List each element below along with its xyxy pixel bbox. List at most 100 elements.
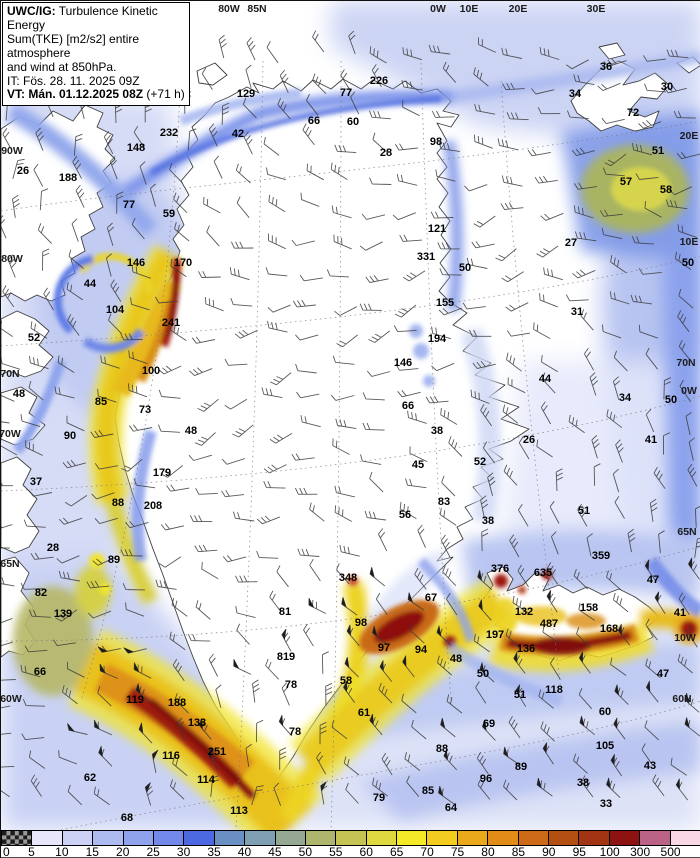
wind-barb-flag — [438, 785, 444, 797]
wind-barb-flag — [684, 692, 690, 704]
title-line-3: and wind at 850hPa. — [7, 59, 117, 74]
wind-barb-flag — [97, 646, 108, 653]
wind-barb-flag — [320, 781, 327, 792]
wind-barb-flag — [437, 625, 442, 637]
svalbard-small — [598, 42, 626, 60]
colorbar-cell — [153, 831, 185, 845]
colorbar-tick: 15 — [85, 845, 99, 858]
wind-barbs-layer — [1, 30, 700, 806]
colorbar-tick: 85 — [511, 845, 526, 858]
wind-barb-flag — [646, 680, 651, 693]
wind-barb-flag — [513, 651, 518, 664]
colorbar-tick: 35 — [207, 845, 221, 858]
wind-barb-flag — [655, 591, 660, 603]
colorbar-cell — [609, 831, 641, 845]
wind-barb-flag — [645, 559, 650, 571]
colorbar-cell — [579, 831, 610, 845]
wind-barb-flag — [343, 680, 348, 693]
wind-barbs — [1, 30, 700, 806]
init-time: IT: Fös. 28. 11. 2025 09Z — [7, 73, 140, 88]
colorbar-tick: 10 — [55, 845, 69, 858]
wind-barb-flag — [345, 656, 350, 668]
colorbar-tick: 25 — [146, 845, 160, 858]
colorbar-tick-labels: 0 5 10 15 20 25 30 35 40 45 50 55 60 65 70 75 80 85 90 95 10… — [1, 845, 700, 858]
colorbar-cell — [488, 831, 519, 845]
colorbar-cell — [366, 831, 398, 845]
colorbar-tick: 50 — [298, 845, 313, 858]
colorbar-cell — [184, 831, 215, 845]
wind-barb-flag — [369, 713, 374, 725]
colorbar-cell — [640, 831, 671, 845]
colorbar-tick: 80 — [481, 845, 495, 858]
colorbar-cell — [427, 831, 458, 845]
wind-barb-flag — [478, 599, 483, 611]
colorbar-cell — [245, 831, 276, 845]
wind-barb-flag — [199, 718, 203, 730]
colorbar-tick: 65 — [389, 845, 404, 858]
wind-barb-flag — [611, 753, 615, 766]
wind-barb-flag — [685, 717, 690, 729]
wind-barb-flag — [67, 722, 75, 732]
wind-barb-flag — [408, 592, 414, 603]
colorbar-cell — [123, 831, 154, 845]
baffin-island — [1, 456, 40, 554]
colorbar-cell — [670, 831, 700, 845]
wind-barb-flag — [281, 628, 287, 640]
wind-barb-flag — [279, 714, 284, 727]
colorbar-tick: 75 — [450, 845, 465, 858]
wind-barb-flag — [515, 684, 520, 696]
title-line-1: UWC/IG: Turbulence Kinetic Energy — [7, 4, 158, 32]
colorbar-tick: 40 — [237, 845, 252, 858]
wind-barb-flag — [134, 662, 140, 673]
wind-barb-flag — [547, 589, 551, 602]
wind-barb-flag — [579, 651, 583, 663]
colorbar-tick: 100 — [599, 845, 620, 858]
tke-cores — [13, 88, 700, 800]
colorbar-tick: 45 — [268, 845, 282, 858]
wind-barb-flag — [98, 745, 103, 757]
colorbar-cell — [93, 831, 124, 845]
colorbar-cell — [32, 831, 63, 845]
colorbar-cell — [549, 831, 580, 845]
wind-barb-flag — [94, 719, 100, 730]
wind-barb-flag — [543, 742, 548, 754]
wind-barb-flag — [123, 647, 134, 654]
colorbar-tick: 5 — [28, 845, 35, 858]
colorbar-cell — [214, 831, 246, 845]
wind-barb-flag — [207, 747, 212, 759]
wind-barb-flag — [482, 719, 487, 731]
wind-barb-flag — [308, 597, 315, 608]
colorbar-tick: 30 — [176, 845, 191, 858]
colorbar-tick: 500 — [660, 845, 681, 858]
colorbar-cell — [397, 831, 428, 845]
wind-barb-flag — [145, 782, 151, 793]
colorbar-cell — [2, 831, 33, 845]
wind-barb-flag — [370, 566, 375, 578]
colorbar-tick: 60 — [359, 845, 373, 858]
wind-barb-flag — [440, 717, 446, 729]
graticule-lines — [1, 60, 700, 830]
wind-barb-flag — [614, 684, 620, 696]
model-id: UWC/IG: — [7, 4, 56, 18]
wind-barb-flag — [139, 722, 144, 734]
wind-barb-flag — [676, 778, 680, 790]
wind-barb-flag — [136, 683, 141, 695]
colorbar-cell — [457, 831, 489, 845]
wind-barb-flag — [341, 596, 347, 608]
wind-barb-flag — [579, 715, 585, 727]
wind-barb-flag — [477, 569, 483, 581]
wind-barb-flag — [233, 658, 240, 669]
wind-barb-flag — [537, 777, 542, 789]
chart-title-box: UWC/IG: Turbulence Kinetic Energy Sum(TK… — [2, 2, 190, 107]
colorbar-tick: 70 — [420, 845, 434, 858]
colorbar-cells — [1, 830, 700, 846]
wind-barb-flag — [402, 655, 407, 667]
wind-barb-flag — [618, 623, 622, 636]
wind-barb-flag — [688, 557, 693, 569]
wind-barb-flag — [380, 660, 384, 672]
wind-barb-flag — [347, 624, 351, 636]
colorbar-tick: 20 — [116, 845, 130, 858]
colorbar-tick: 95 — [572, 845, 586, 858]
wind-barb-flag — [480, 662, 485, 674]
title-line-2: Sum(TKE) [m2/s2] entire atmosphere — [7, 31, 140, 60]
